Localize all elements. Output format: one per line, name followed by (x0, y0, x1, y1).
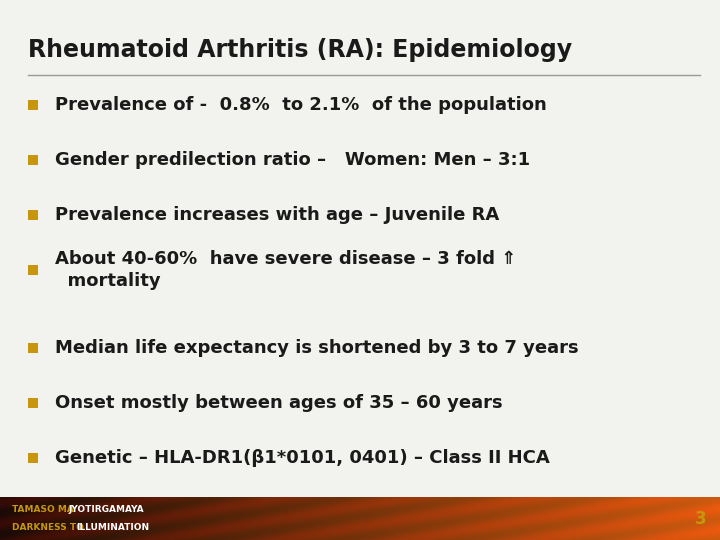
Text: TAMASO MA: TAMASO MA (12, 505, 77, 515)
Text: About 40-60%  have severe disease – 3 fold ⇑
  mortality: About 40-60% have severe disease – 3 fol… (55, 249, 516, 291)
Text: Exact etiology is not known: Exact etiology is not known (55, 504, 334, 522)
Bar (28, 508, 38, 518)
Text: Gender predilection ratio –   Women: Men – 3:1: Gender predilection ratio – Women: Men –… (55, 151, 530, 169)
Text: Genetic – HLA-DR1(β1*0101, 0401) – Class II HCA: Genetic – HLA-DR1(β1*0101, 0401) – Class… (55, 449, 550, 467)
Text: Rheumatoid Arthritis (RA): Epidemiology: Rheumatoid Arthritis (RA): Epidemiology (28, 38, 572, 62)
Text: Prevalence of -  0.8%  to 2.1%  of the population: Prevalence of - 0.8% to 2.1% of the popu… (55, 96, 546, 114)
Text: Median life expectancy is shortened by 3 to 7 years: Median life expectancy is shortened by 3… (55, 339, 579, 357)
Bar (28, 265, 38, 275)
Bar (28, 398, 38, 408)
Text: ILLUMINATION: ILLUMINATION (76, 523, 149, 532)
Text: 3: 3 (694, 510, 706, 528)
Bar (28, 453, 38, 463)
Bar (28, 100, 38, 110)
Bar (28, 210, 38, 220)
Text: Prevalence increases with age – Juvenile RA: Prevalence increases with age – Juvenile… (55, 206, 499, 224)
Bar (28, 155, 38, 165)
Bar (28, 343, 38, 353)
Text: Onset mostly between ages of 35 – 60 years: Onset mostly between ages of 35 – 60 yea… (55, 394, 503, 412)
Text: DARKNESS TO: DARKNESS TO (12, 523, 87, 532)
Text: JYOTIRGAMAYA: JYOTIRGAMAYA (68, 505, 143, 515)
